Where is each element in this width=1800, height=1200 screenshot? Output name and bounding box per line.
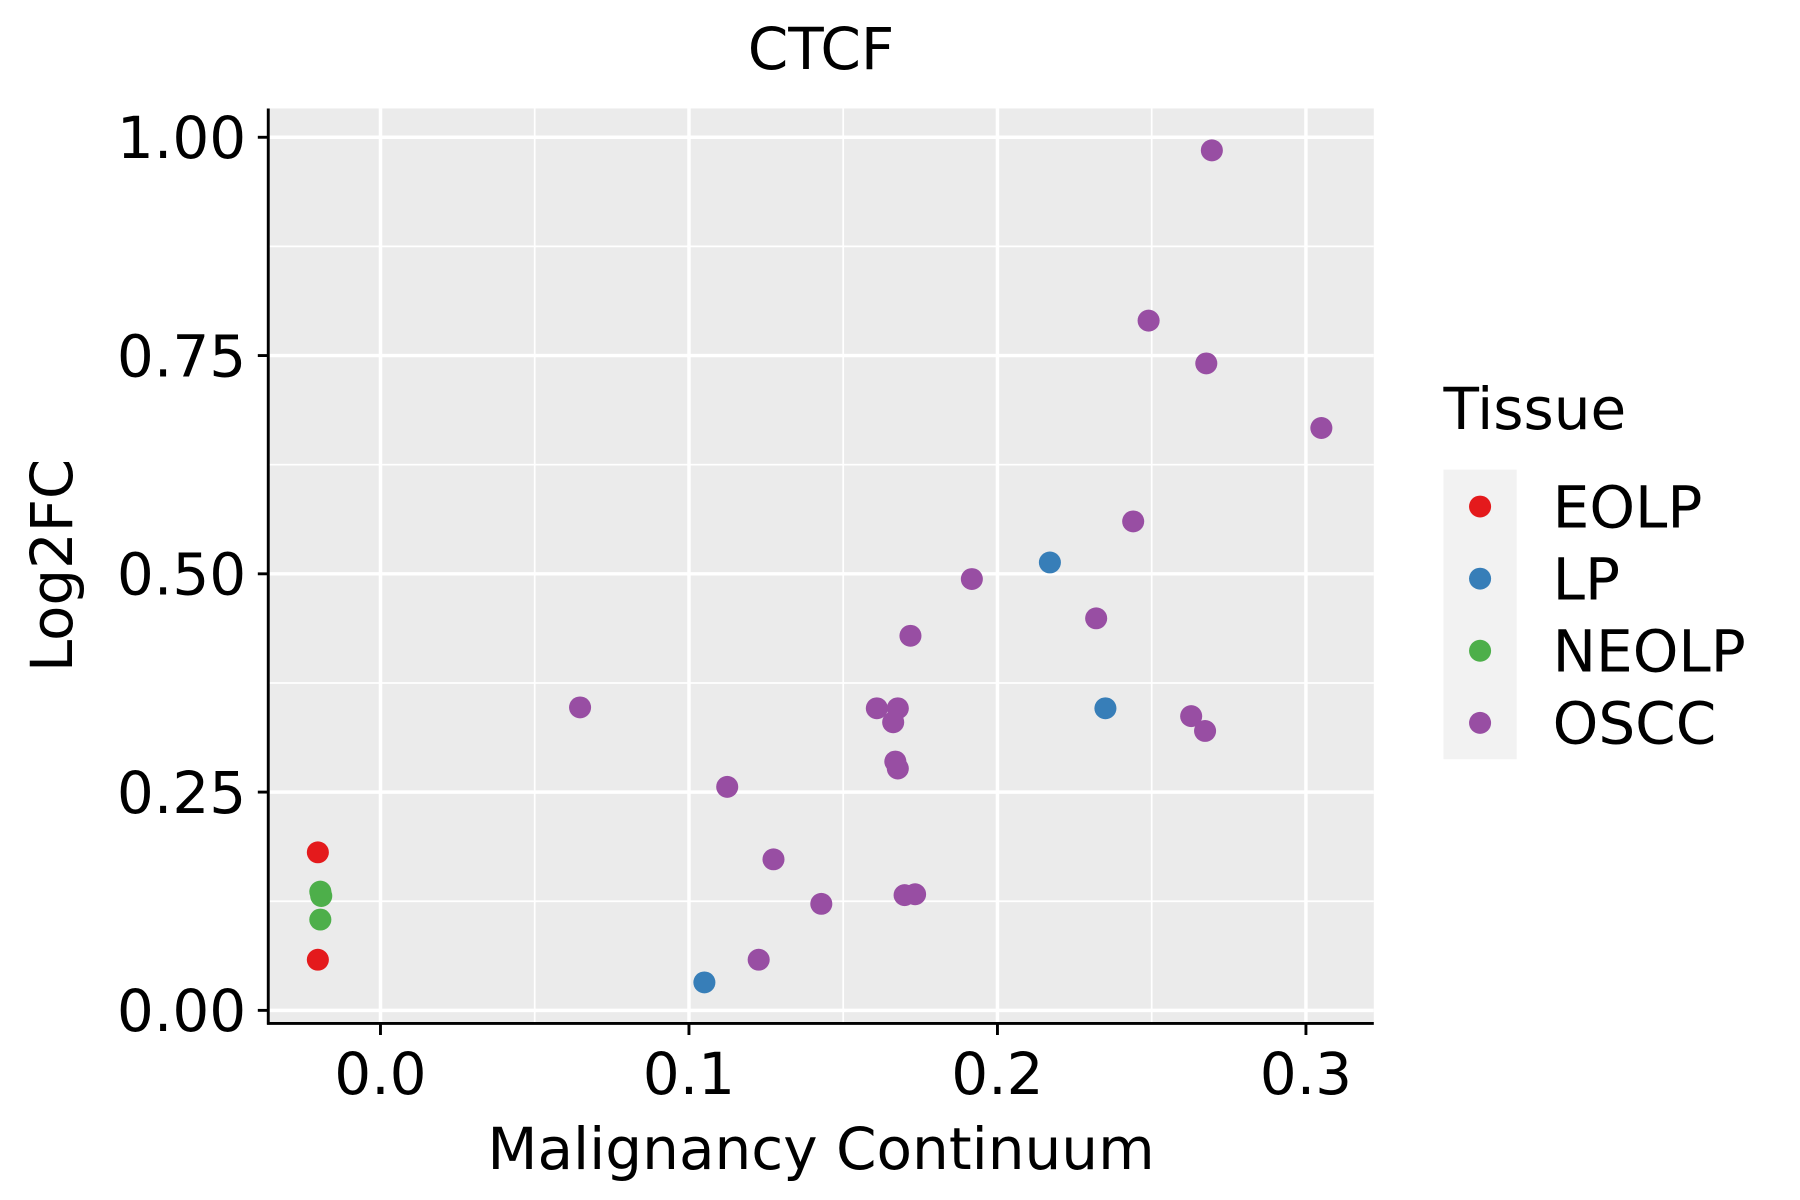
data-point-oscc [886,757,909,780]
data-point-oscc [1194,720,1217,742]
data-point-eolp [306,948,329,971]
y-tick-label: 0.25 [117,759,246,827]
x-tick-label: 0.1 [643,1040,735,1108]
data-point-oscc [1180,705,1203,728]
legend-label-neolp: NEOLP [1553,618,1746,686]
data-point-neolp [310,885,333,907]
axis-ticks: 0.0 0.1 0.2 0.3 0.00 0.25 0.50 0.75 1.00 [117,104,1352,1108]
data-point-lp [1094,697,1117,720]
data-point-oscc [762,848,785,871]
y-tick-label: 0.75 [117,322,246,390]
data-point-lp [1038,551,1061,574]
x-axis-label: Malignancy Continuum [487,1115,1154,1183]
panel-background [269,108,1374,1024]
y-tick-label: 0.50 [117,541,246,609]
y-tick-label: 1.00 [117,104,246,172]
data-point-oscc [1200,139,1223,162]
legend-key-eolp [1469,495,1492,518]
chart-title: CTCF [748,15,895,83]
data-point-oscc [569,696,592,719]
data-point-oscc [1122,510,1145,533]
legend-label-eolp: EOLP [1553,473,1703,541]
legend-label-oscc: OSCC [1553,690,1717,758]
data-point-oscc [810,892,833,915]
data-point-oscc [1310,417,1333,439]
y-axis-label: Log2FC [18,459,86,672]
data-point-oscc [1137,309,1160,332]
data-point-oscc [865,697,888,720]
data-point-eolp [306,841,329,864]
legend-key-oscc [1469,711,1492,734]
data-point-lp [693,971,716,994]
y-tick-label: 0.00 [117,977,246,1045]
data-point-oscc [747,948,770,971]
data-points [306,139,1333,994]
legend-key-background [1443,469,1517,760]
data-point-oscc [1195,352,1218,375]
legend-key-neolp [1469,639,1492,662]
gridlines [269,108,1374,1024]
data-point-oscc [882,711,905,734]
x-tick-label: 0.0 [334,1040,426,1108]
x-tick-label: 0.3 [1260,1040,1352,1108]
data-point-oscc [904,883,927,906]
data-point-oscc [960,568,983,591]
data-point-oscc [716,775,739,798]
data-point-neolp [309,908,332,931]
legend-key-lp [1469,567,1492,590]
data-point-oscc [1085,607,1108,630]
x-tick-label: 0.2 [951,1040,1043,1108]
data-point-oscc [899,624,922,647]
legend-label-lp: LP [1553,546,1620,614]
legend-title: Tissue [1442,375,1626,443]
